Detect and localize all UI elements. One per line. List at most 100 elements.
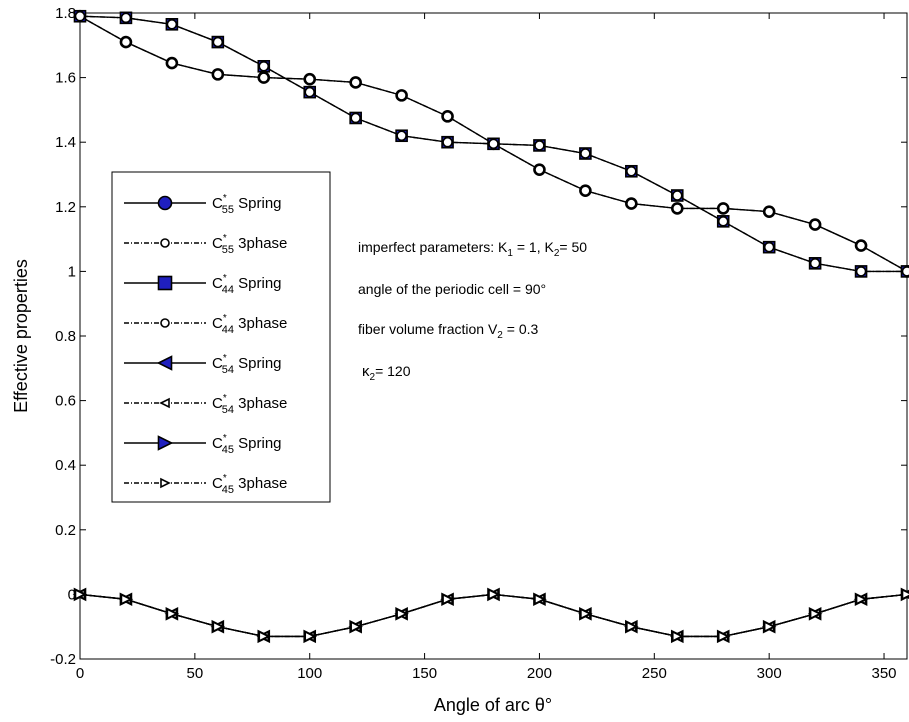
data-point xyxy=(626,620,638,633)
x-tick-label: 200 xyxy=(527,665,552,682)
data-point xyxy=(671,190,683,201)
y-tick-label: 0.4 xyxy=(55,457,76,474)
data-point xyxy=(212,69,224,80)
legend-label: C* 54 3phase xyxy=(212,393,287,416)
data-point xyxy=(855,593,868,606)
x-tick-label: 50 xyxy=(187,665,204,682)
legend-box xyxy=(111,171,331,503)
y-tick-label: 1.2 xyxy=(55,199,76,216)
y-axis-label: Effective properties xyxy=(11,259,31,413)
data-point xyxy=(442,136,453,148)
data-point xyxy=(396,607,408,620)
y-tick-label: 0.8 xyxy=(55,328,76,345)
annotations: imperfect parameters: K1 = 1, K2= 50 ang… xyxy=(358,239,587,383)
x-tick-label: 0 xyxy=(76,665,84,682)
annotation-volume-fraction: fiber volume fraction V2 = 0.3 xyxy=(358,321,538,341)
data-point xyxy=(258,72,270,83)
legend-label: C* 55 Spring xyxy=(212,193,282,216)
data-point xyxy=(120,12,132,24)
x-tick-label: 100 xyxy=(297,665,322,682)
legend-marker xyxy=(160,477,171,489)
legend-label: C* 44 3phase xyxy=(212,313,287,336)
annotation-cell-angle: angle of the periodic cell = 90° xyxy=(358,281,546,297)
data-point xyxy=(580,185,591,196)
x-tick-label: 350 xyxy=(872,665,897,682)
data-point xyxy=(534,140,545,151)
data-point xyxy=(120,36,132,48)
data-point xyxy=(258,630,271,643)
data-point xyxy=(212,36,224,48)
data-point xyxy=(304,86,316,98)
data-point xyxy=(763,206,775,217)
legend-marker xyxy=(160,238,170,248)
data-point xyxy=(74,588,87,601)
data-point xyxy=(304,73,316,85)
legend-label: C* 45 Spring xyxy=(212,433,282,456)
data-point xyxy=(166,57,178,69)
legend-entry: C* 44 3phase xyxy=(124,313,287,336)
data-point xyxy=(74,10,86,22)
legend: C* 55 Spring C* 55 3phase C* 44 Spring C* 44 3p… xyxy=(111,171,331,503)
data-point xyxy=(809,607,822,620)
data-point xyxy=(626,198,637,209)
legend-marker xyxy=(159,397,170,409)
y-tick-label: 1.6 xyxy=(55,70,76,87)
data-point xyxy=(809,219,821,230)
legend-entry: C* 54 Spring xyxy=(124,353,282,376)
y-tick-label: 1.4 xyxy=(55,134,76,151)
data-point xyxy=(534,593,546,606)
legend-items: C* 55 Spring C* 55 3phase C* 44 Spring C* 44 3p… xyxy=(124,193,287,496)
data-point xyxy=(350,620,362,633)
data-point xyxy=(580,148,591,159)
data-point xyxy=(258,60,270,72)
y-tick-label: 0 xyxy=(68,586,76,603)
annotation-kappa: κ2= 120 xyxy=(362,363,411,383)
data-point xyxy=(488,138,499,150)
data-point xyxy=(212,620,225,633)
data-point xyxy=(855,266,867,277)
legend-label: C* 44 Spring xyxy=(212,273,282,296)
data-point xyxy=(488,588,500,601)
legend-marker xyxy=(160,318,170,328)
legend-label: C* 45 3phase xyxy=(212,473,287,496)
legend-label: C* 55 3phase xyxy=(212,233,287,256)
y-tick-label: 0.6 xyxy=(55,393,76,410)
legend-marker xyxy=(157,195,173,211)
legend-entry: C* 44 Spring xyxy=(124,273,282,296)
legend-label: C* 54 Spring xyxy=(212,353,282,376)
data-point xyxy=(717,203,729,214)
y-tick-label: -0.2 xyxy=(50,651,76,668)
data-point xyxy=(809,258,821,269)
legend-entry: C* 45 3phase xyxy=(124,473,287,496)
data-point xyxy=(901,588,909,601)
data-point xyxy=(763,620,776,633)
x-tick-label: 250 xyxy=(642,665,667,682)
series-layer xyxy=(72,9,909,644)
data-point xyxy=(534,164,545,175)
x-ticks: 0 50 100 150 200 250 300 350 xyxy=(76,13,897,682)
legend-marker xyxy=(157,275,173,291)
annotation-imperfect-parameters: imperfect parameters: K1 = 1, K2= 50 xyxy=(358,239,587,259)
legend-marker xyxy=(157,435,174,451)
data-point xyxy=(671,630,684,643)
data-point xyxy=(671,203,683,214)
y-ticks: -0.2 0 0.2 0.4 0.6 0.8 1 1.2 1.4 1.6 1.8 xyxy=(50,5,907,668)
data-point xyxy=(166,19,178,30)
data-point xyxy=(350,77,361,88)
data-point xyxy=(304,630,317,643)
y-tick-label: 1.8 xyxy=(55,5,76,22)
data-point xyxy=(580,607,592,620)
series-45-3phase xyxy=(74,588,909,643)
data-point xyxy=(120,593,133,606)
data-point xyxy=(350,112,361,124)
data-point xyxy=(396,130,407,142)
data-point xyxy=(396,90,407,101)
legend-entry: C* 54 3phase xyxy=(124,393,287,416)
data-point xyxy=(626,165,637,177)
y-tick-label: 1 xyxy=(68,263,76,280)
data-point xyxy=(166,607,179,620)
data-point xyxy=(442,111,453,122)
data-point xyxy=(442,593,454,606)
series-44-3phase xyxy=(74,10,909,277)
